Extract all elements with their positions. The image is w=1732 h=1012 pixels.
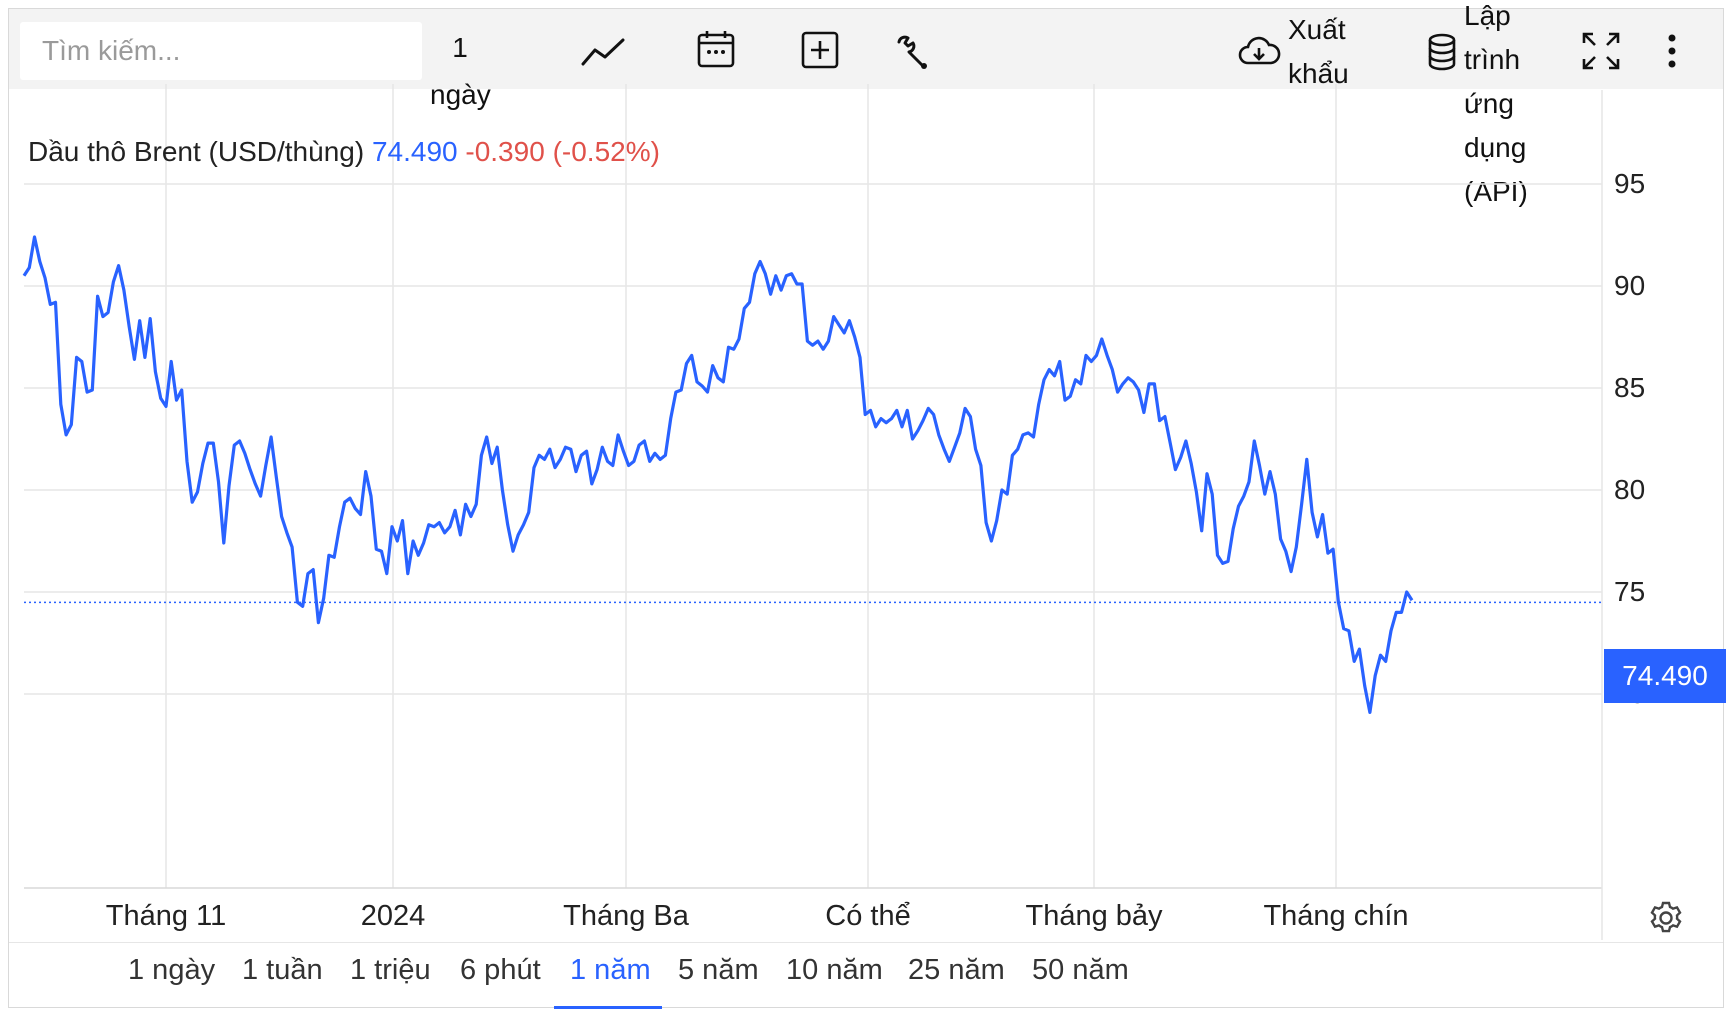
y-tick-label: 95 xyxy=(1614,168,1646,199)
widget-frame xyxy=(8,8,1724,1008)
range-button[interactable]: 1 tuần xyxy=(242,954,323,986)
x-tick-label: Tháng 11 xyxy=(105,900,227,932)
chart-grid xyxy=(24,84,1602,888)
search-box[interactable] xyxy=(20,22,422,80)
last-price-tag: 74.490 xyxy=(1604,649,1726,703)
database-icon[interactable] xyxy=(1424,30,1460,74)
range-button[interactable]: 25 năm xyxy=(908,954,1005,986)
wrench-icon[interactable] xyxy=(890,30,934,74)
more-vert-icon[interactable] xyxy=(1660,28,1684,74)
x-tick-label: 2024 xyxy=(360,900,426,932)
range-button[interactable]: 6 phút xyxy=(460,954,541,986)
interval-selector[interactable]: 1 ngày xyxy=(422,24,498,118)
api-label: Lập trình ứng dụng (API) xyxy=(1464,0,1528,207)
add-indicator-icon[interactable] xyxy=(798,28,842,72)
range-button[interactable]: 1 triệu xyxy=(350,954,431,986)
price-change: -0.390 xyxy=(465,136,545,167)
x-tick-label: Tháng Ba xyxy=(563,900,689,932)
line-chart-icon[interactable] xyxy=(578,28,628,76)
series-line-brent xyxy=(22,235,1414,714)
instrument-name: Dầu thô Brent (USD/thùng) xyxy=(28,136,365,167)
y-tick-label: 80 xyxy=(1614,474,1646,505)
api-button[interactable]: Lập trình ứng dụng (API) xyxy=(1464,0,1568,214)
range-button[interactable]: 50 năm xyxy=(1032,954,1129,986)
y-tick-label: 85 xyxy=(1614,372,1646,403)
gear-icon[interactable] xyxy=(1644,896,1688,940)
cloud-download-icon[interactable] xyxy=(1236,30,1282,74)
x-tick-label: Tháng bảy xyxy=(1025,900,1163,932)
range-bar xyxy=(9,942,1723,1007)
price-change-pct: (-0.52%) xyxy=(552,136,660,167)
range-button[interactable]: 1 ngày xyxy=(128,954,216,986)
export-label: Xuất khẩu xyxy=(1288,14,1349,89)
active-range-underline xyxy=(554,1006,662,1009)
calendar-icon[interactable] xyxy=(692,26,740,72)
last-price: 74.490 xyxy=(371,136,458,167)
range-button[interactable]: 5 năm xyxy=(678,954,759,986)
y-tick-label: 90 xyxy=(1614,270,1646,301)
range-button[interactable]: 10 năm xyxy=(786,954,883,986)
export-button[interactable]: Xuất khẩu xyxy=(1288,8,1378,96)
fullscreen-icon[interactable] xyxy=(1578,28,1624,74)
x-tick-label: Tháng chín xyxy=(1263,900,1409,932)
interval-label: 1 ngày xyxy=(430,32,491,110)
search-input[interactable] xyxy=(40,34,402,68)
quote-header: Dầu thô Brent (USD/thùng) 74.490 -0.390 … xyxy=(28,136,660,168)
x-tick-label: Có thể xyxy=(825,900,911,932)
range-button[interactable]: 1 năm xyxy=(570,954,651,986)
y-tick-label: 75 xyxy=(1614,576,1646,607)
